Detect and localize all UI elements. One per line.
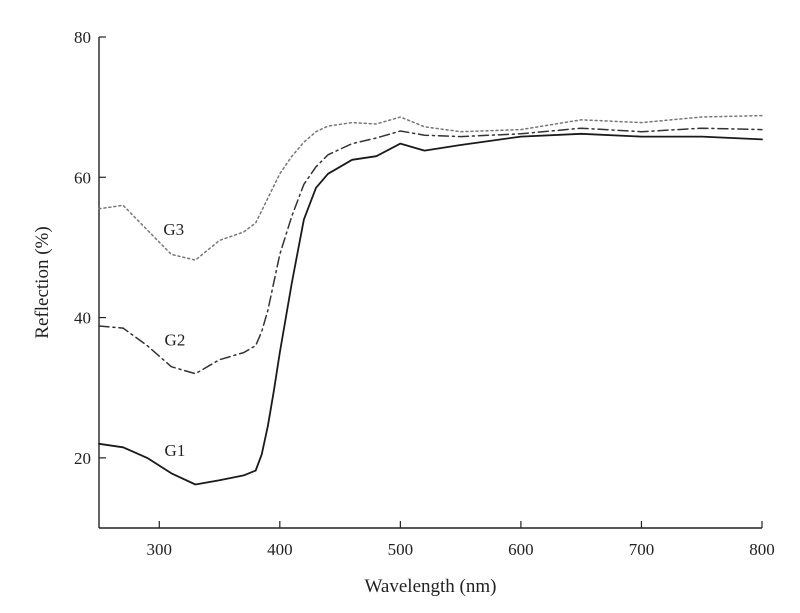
y-tick-label-80: 80 [74,28,91,47]
series-label-g3: G3 [163,220,184,239]
series-line-g1 [98,132,763,486]
y-tick-label-40: 40 [74,309,91,328]
series-line-g3 [98,114,763,261]
series-lines [98,114,763,486]
x-tick-label-500: 500 [388,540,414,559]
x-tick-label-300: 300 [147,540,173,559]
x-tick-label-600: 600 [508,540,534,559]
y-tick-label-60: 60 [74,168,91,187]
series-label-g1: G1 [165,441,186,460]
axes [98,37,762,529]
series-line-g2 [98,127,763,375]
x-axis-title: Wavelength (nm) [365,576,497,597]
x-tick-label-800: 800 [749,540,775,559]
x-tick-label-400: 400 [267,540,293,559]
series-labels: G1 G2 G3 [163,220,185,460]
series-label-g2: G2 [165,331,186,350]
ticks: 20 40 60 80 300 400 500 600 700 800 [74,28,775,559]
y-tick-label-20: 20 [74,449,91,468]
y-axis-title: Reflection (%) [32,226,53,338]
x-tick-label-700: 700 [629,540,655,559]
